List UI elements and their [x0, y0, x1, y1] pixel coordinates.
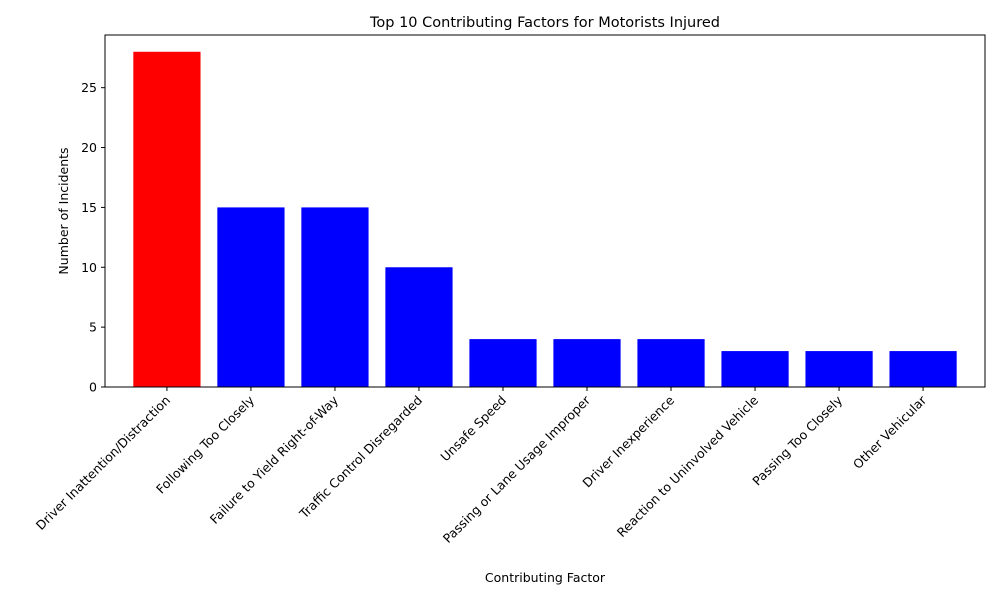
- bar-7: [637, 339, 705, 387]
- y-tick-label: 10: [81, 260, 97, 275]
- bar-9: [805, 351, 873, 387]
- y-tick-label: 5: [89, 320, 97, 335]
- bar-5: [469, 339, 537, 387]
- x-tick-label: Unsafe Speed: [437, 393, 509, 465]
- bar-8: [721, 351, 789, 387]
- bar-2: [217, 207, 285, 387]
- y-tick-label: 15: [81, 200, 97, 215]
- y-tick-label: 25: [81, 80, 97, 95]
- bar-10: [889, 351, 957, 387]
- x-tick-label: Passing Too Closely: [749, 392, 845, 488]
- x-tick-label: Passing or Lane Usage Improper: [440, 392, 594, 546]
- x-axis-label: Contributing Factor: [485, 570, 606, 585]
- plot-area: 0 5 10 15 20 25 Driver Inattention/Distraction…: [33, 34, 986, 546]
- x-tick-label: Driver Inattention/Distraction: [33, 393, 173, 533]
- y-tick-label: 0: [89, 380, 97, 395]
- plot-frame: [104, 34, 986, 388]
- chart-title: Top 10 Contributing Factors for Motorist…: [369, 15, 720, 31]
- bar-4: [385, 267, 453, 387]
- y-tick-label: 20: [81, 140, 97, 155]
- bar-6: [553, 339, 621, 387]
- x-tick-label: Driver Inexperience: [579, 392, 677, 490]
- x-tick-label: Reaction to Uninvolved Vehicle: [614, 392, 762, 540]
- x-tick-label: Other Vehicular: [850, 392, 930, 472]
- bar-1: [133, 51, 201, 388]
- y-axis-label: Number of Incidents: [56, 147, 71, 274]
- bar-3: [301, 207, 369, 387]
